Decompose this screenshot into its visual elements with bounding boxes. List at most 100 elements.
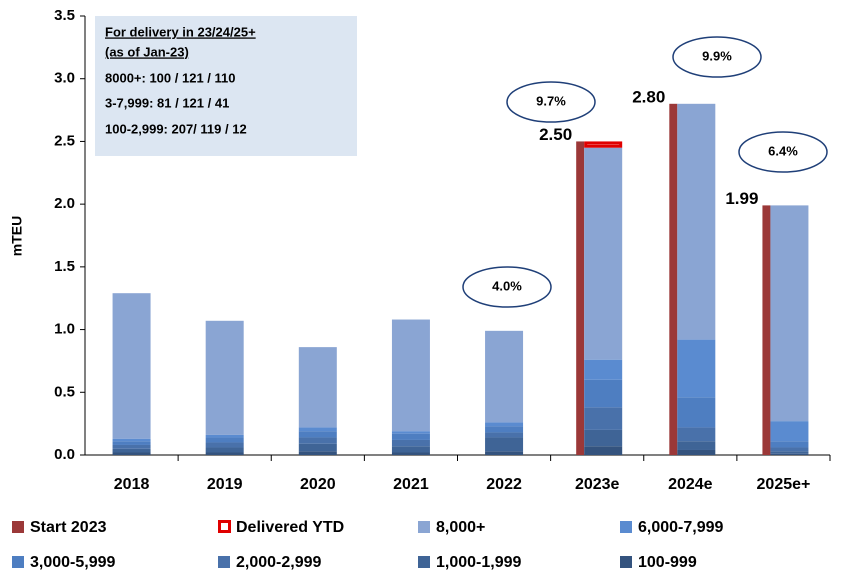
box-heading: For delivery in 23/24/25+ <box>105 24 256 39</box>
stack-segment <box>205 437 244 443</box>
delivered-bar <box>584 141 623 148</box>
stack-segment <box>677 397 716 428</box>
y-tick-label: 0.0 <box>54 446 75 463</box>
stack-segment <box>298 431 337 438</box>
x-tick-label: 2022 <box>486 476 522 493</box>
legend-label: 6,000-7,999 <box>638 519 724 536</box>
stack-segment <box>485 330 524 423</box>
stack-segment <box>584 359 623 380</box>
x-tick-label: 2023e <box>575 476 620 493</box>
legend-label: 2,000-2,999 <box>236 554 322 571</box>
y-tick-label: 3.0 <box>54 70 75 87</box>
box-heading: (as of Jan-23) <box>105 44 189 59</box>
x-tick-label: 2019 <box>207 476 243 493</box>
stack-segment <box>391 433 430 440</box>
legend-swatch <box>620 521 632 533</box>
stack-segment <box>205 442 244 448</box>
legend-label: Start 2023 <box>30 519 107 536</box>
stack-segment <box>677 103 716 340</box>
annotation-ellipse <box>738 131 828 173</box>
stack-segment <box>770 441 809 448</box>
stack-segment <box>298 427 337 432</box>
legend-label: 100-999 <box>638 554 697 571</box>
text-box <box>95 16 357 156</box>
x-tick-label: 2021 <box>393 476 429 493</box>
stack-segment <box>391 431 430 434</box>
stack-segment <box>205 434 244 438</box>
legend-swatch <box>218 520 231 533</box>
legend-swatch <box>418 556 430 568</box>
stack-segment <box>391 319 430 432</box>
start-bar <box>762 205 771 455</box>
stack-segment <box>112 444 151 449</box>
legend-swatch <box>620 556 632 568</box>
value-label: 2.80 <box>632 87 665 106</box>
stack-segment <box>485 451 524 455</box>
stack-segment <box>298 451 337 455</box>
legend-label: Delivered YTD <box>236 519 344 536</box>
legend-label: 3,000-5,999 <box>30 554 116 571</box>
legend-label: 1,000-1,999 <box>436 554 522 571</box>
stack-segment <box>112 438 151 442</box>
stack-segment <box>584 147 623 360</box>
stack-segment <box>391 439 430 447</box>
y-axis-label: mTEU <box>9 216 25 256</box>
stack-segment <box>677 441 716 450</box>
legend-swatch <box>12 521 24 533</box>
stack-segment <box>485 437 524 452</box>
annotation: 9.7% <box>536 93 566 108</box>
annotation: 6.4% <box>768 143 798 158</box>
annotation: 4.0% <box>492 278 522 293</box>
value-label: 2.50 <box>539 125 572 144</box>
legend-swatch <box>218 556 230 568</box>
stack-segment <box>584 407 623 430</box>
start-bar <box>669 103 678 456</box>
legend-swatch <box>418 521 430 533</box>
y-tick-label: 2.0 <box>54 195 75 212</box>
legend-label: 8,000+ <box>436 519 485 536</box>
x-tick-label: 2018 <box>114 476 150 493</box>
stack-segment <box>677 427 716 442</box>
stack-segment <box>770 205 809 422</box>
x-tick-label: 2020 <box>300 476 336 493</box>
annotation-ellipse <box>672 36 762 78</box>
annotation-ellipse <box>462 266 552 308</box>
stack-segment <box>770 447 809 452</box>
stack-segment <box>391 452 430 455</box>
stack-segment <box>112 441 151 445</box>
stack-segment <box>391 446 430 453</box>
stack-segment <box>112 293 151 439</box>
stack-segment <box>770 451 809 454</box>
stack-segment <box>677 339 716 398</box>
stack-segment <box>677 449 716 455</box>
y-tick-label: 1.0 <box>54 321 75 338</box>
stack-segment <box>485 422 524 427</box>
y-tick-label: 1.5 <box>54 258 75 275</box>
stack-segment <box>298 437 337 444</box>
box-line: 100-2,999: 207/ 119 / 12 <box>105 121 247 136</box>
y-tick-label: 2.5 <box>54 132 75 149</box>
stack-segment <box>584 446 623 455</box>
box-line: 8000+: 100 / 121 / 110 <box>105 70 235 85</box>
y-tick-label: 3.5 <box>54 7 75 24</box>
stack-segment <box>770 453 809 455</box>
stack-segment <box>584 429 623 447</box>
stack-segment <box>485 426 524 433</box>
stack-segment <box>770 421 809 442</box>
stack-segment <box>298 443 337 452</box>
stack-segment <box>112 452 151 455</box>
x-tick-label: 2025e+ <box>757 476 811 493</box>
stack-segment <box>205 452 244 455</box>
annotation-ellipse <box>506 81 596 123</box>
stack-segment <box>205 320 244 435</box>
stack-segment <box>584 379 623 408</box>
start-bar <box>576 141 585 455</box>
stack-segment <box>485 432 524 438</box>
legend-swatch <box>12 556 24 568</box>
annotation: 9.9% <box>702 48 732 63</box>
stack-segment <box>205 447 244 453</box>
x-tick-label: 2024e <box>668 476 713 493</box>
stack-segment <box>298 347 337 428</box>
box-line: 3-7,999: 81 / 121 / 41 <box>105 95 229 110</box>
